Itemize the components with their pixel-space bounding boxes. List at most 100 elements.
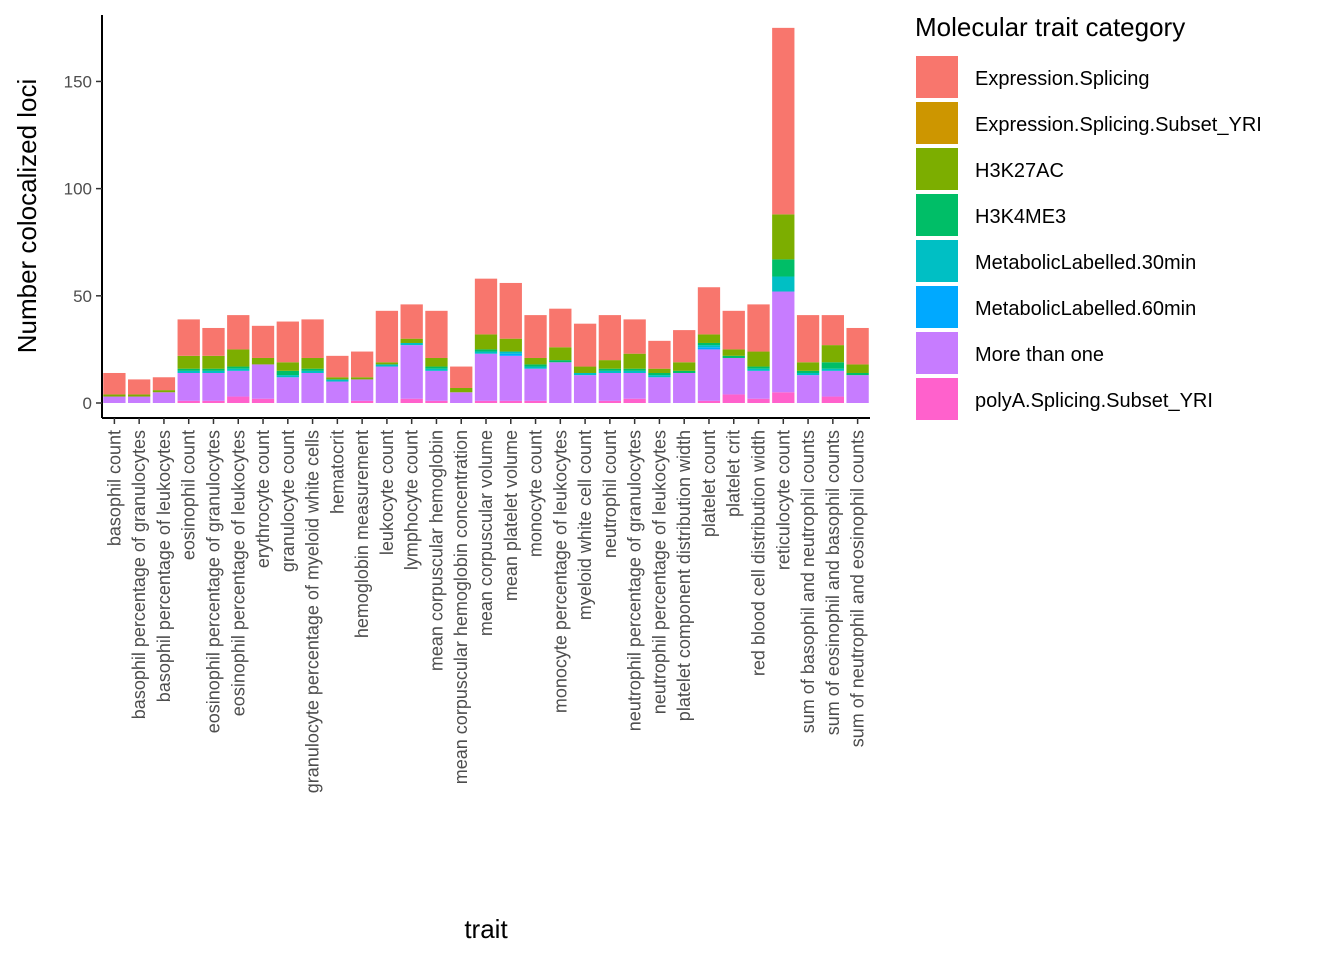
bar-segment [697,400,721,403]
bar-segment [648,340,671,369]
bar-segment [177,368,200,371]
x-tick-label: platelet crit [724,430,744,517]
bar-segment [227,366,250,369]
bar-segment [573,366,597,373]
bar-segment [301,372,324,403]
bar-segment [400,304,423,339]
bar-segment [450,392,473,403]
bar-segment [251,364,275,399]
bar-segment [202,372,225,401]
bar-segment [425,310,448,358]
bar-segment [400,345,423,399]
bar-segment [846,327,869,365]
bar-segment [177,319,200,356]
legend-key [916,332,958,374]
x-tick-label: hemoglobin measurement [352,430,372,638]
legend-label: Expression.Splicing.Subset_YRI [975,114,1262,136]
bar-segment [722,349,745,356]
y-tick-label: 50 [73,287,92,306]
y-tick-label: 100 [64,180,92,199]
bar-segment [474,349,498,352]
x-tick-label: reticulocyte count [773,430,793,570]
bar-segment [598,370,622,373]
bar-segment [474,353,498,401]
x-tick-label: mean corpuscular hemoglobin [426,430,446,671]
bar-segment [400,398,423,403]
bar-segment [474,278,498,335]
bar-segment [623,353,646,369]
legend-key [916,286,958,328]
bar-segment [499,338,522,352]
legend-label: Expression.Splicing [975,68,1150,90]
x-tick-label: neutrophil count [600,430,620,558]
x-tick-label: basophil count [104,430,124,546]
legend-label: More than one [975,344,1104,366]
x-tick-label: eosinophil percentage of granulocytes [203,430,223,733]
bar-segment [697,345,721,348]
bar-segment [474,334,498,350]
bar-segment [227,370,250,397]
bar-segment [474,351,498,354]
bar-segment [722,310,745,350]
bar-segment [152,390,176,393]
bar-segment [821,345,844,363]
bar-segment [598,315,622,361]
bar-segment [524,400,547,403]
bar-segment [673,370,696,373]
bar-segment [301,370,324,373]
bar-segment [276,321,299,363]
bar-segment [722,394,745,403]
bar-segment [821,370,844,397]
bar-segment [772,27,795,215]
bar-segment [128,394,151,397]
bar-segment [648,377,671,403]
x-tick-label: neutrophil percentage of granulocytes [625,430,645,731]
bar-segment [573,372,597,376]
x-tick-label: eosinophil count [179,430,199,560]
bar-segment [276,377,299,403]
bar-segment [301,368,324,371]
bar-segment [821,362,844,369]
bar-segment [276,375,299,378]
y-tick-label: 0 [83,394,92,413]
bar-segment [747,398,770,403]
legend-label: H3K4ME3 [975,206,1066,228]
bar-segment [697,287,721,335]
bar-segment [450,387,473,393]
bar-segment [598,360,622,369]
bars-layer [103,27,869,403]
bar-segment [772,276,795,292]
bar-segment [648,372,671,376]
bar-segment [846,364,869,373]
x-tick-label: granulocyte count [278,430,298,572]
bar-segment [227,349,250,367]
bar-segment [772,291,795,393]
bar-segment [549,308,572,348]
x-tick-label: basophil percentage of granulocytes [129,430,149,719]
x-tick-label: leukocyte count [377,430,397,555]
bar-segment [796,375,820,403]
bar-segment [350,377,374,380]
bar-segment [425,368,448,371]
legend-key [916,56,958,98]
bar-segment [796,370,820,373]
bar-segment [846,372,869,376]
bar-segment [549,347,572,361]
bar-segment [697,349,721,401]
bar-segment [697,347,721,350]
bar-segment [202,370,225,373]
x-tick-label: lymphocyte count [402,430,422,570]
bar-segment [152,377,176,391]
legend-label: MetabolicLabelled.30min [975,252,1196,274]
legend-label: MetabolicLabelled.60min [975,298,1196,320]
bar-segment [177,372,200,401]
bar-segment [499,355,522,401]
bar-segment [375,310,399,363]
legend: Molecular trait category Expression.Spli… [915,12,1262,420]
legend-title: Molecular trait category [915,12,1185,42]
bar-segment [623,372,646,399]
bar-segment [474,400,498,403]
bar-segment [524,364,547,367]
x-tick-label: platelet count [699,430,719,537]
bar-segment [375,362,399,365]
